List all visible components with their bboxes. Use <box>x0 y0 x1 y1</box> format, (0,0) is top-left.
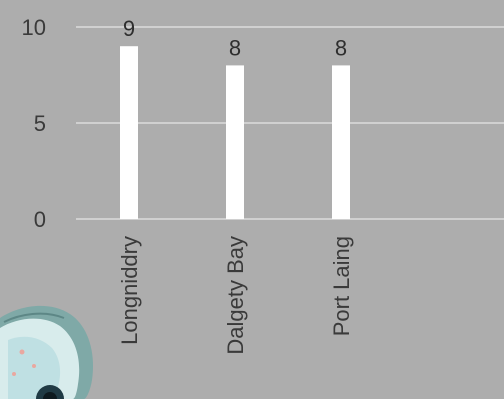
data-labels: 9 8 8 <box>123 16 347 60</box>
y-axis-tick-labels: 0 5 10 <box>22 15 46 232</box>
grid-lines <box>76 26 504 220</box>
category-labels: Longniddry Dalgety Bay Port Laing <box>117 236 354 355</box>
data-label: 9 <box>123 16 135 41</box>
bar-longniddry <box>120 46 138 220</box>
category-label: Dalgety Bay <box>223 236 248 355</box>
category-label: Longniddry <box>117 236 142 345</box>
data-label: 8 <box>229 35 241 60</box>
bars <box>120 46 350 220</box>
y-tick-label: 0 <box>34 207 46 232</box>
data-label: 8 <box>335 35 347 60</box>
y-tick-label: 10 <box>22 15 46 40</box>
bar-port-laing <box>332 65 350 220</box>
bar-dalgety-bay <box>226 65 244 220</box>
y-tick-label: 5 <box>34 111 46 136</box>
decorative-illustration <box>0 305 94 399</box>
category-label: Port Laing <box>329 236 354 336</box>
